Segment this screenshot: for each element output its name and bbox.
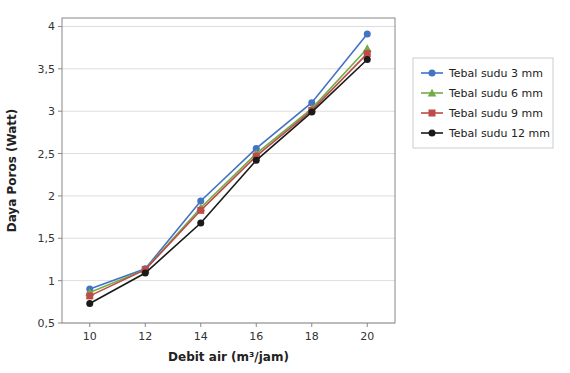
grid-line — [62, 195, 395, 196]
x-tick-label: 10 — [83, 330, 97, 343]
y-tick-label: 2 — [48, 190, 55, 203]
x-tick-label: 18 — [305, 330, 319, 343]
tick-mark — [58, 238, 62, 239]
y-axis-label: Daya Poros (Watt) — [5, 109, 19, 233]
legend-label: Tebal sudu 6 mm — [448, 87, 543, 100]
tick-mark — [58, 280, 62, 281]
series-line — [90, 60, 368, 304]
y-tick-label: 1,5 — [38, 232, 56, 245]
plot-area — [85, 31, 371, 307]
y-tick-label: 1 — [48, 275, 55, 288]
plot-frame — [62, 18, 395, 323]
x-tick-label: 14 — [194, 330, 208, 343]
grid-line — [62, 26, 395, 27]
data-point — [253, 157, 260, 164]
tick-mark — [145, 323, 146, 327]
tick-mark — [58, 111, 62, 112]
x-tick-label: 12 — [138, 330, 152, 343]
x-tick-label: 16 — [249, 330, 263, 343]
chart-container: 0,5 1 1,5 2 2,5 3 3,5 4 10 12 14 16 18 20 Debit air (m… — [0, 0, 570, 373]
legend-marker — [429, 110, 436, 117]
tick-mark — [256, 323, 257, 327]
legend-frame — [413, 58, 553, 148]
grid-line — [62, 68, 395, 69]
tick-mark — [311, 323, 312, 327]
chart-svg: 0,5 1 1,5 2 2,5 3 3,5 4 10 12 14 16 18 20 Debit air (m… — [0, 0, 570, 373]
tick-mark — [58, 153, 62, 154]
data-point — [364, 31, 371, 38]
tick-mark — [58, 26, 62, 27]
tick-mark — [89, 323, 90, 327]
y-tick-label: 3 — [48, 105, 55, 118]
series-line — [90, 54, 368, 296]
data-point — [142, 270, 149, 277]
data-point — [86, 292, 93, 299]
grid-line — [62, 153, 395, 154]
legend-marker — [429, 130, 436, 137]
legend: Tebal sudu 3 mm Tebal sudu 6 mm Tebal sudu… — [413, 58, 553, 148]
tick-mark — [58, 323, 62, 324]
y-tick-label: 4 — [48, 20, 55, 33]
data-point — [197, 207, 204, 214]
tick-mark — [58, 68, 62, 69]
legend-label: Tebal sudu 9 mm — [448, 107, 543, 120]
tick-mark — [367, 323, 368, 327]
legend-label: Tebal sudu 3 mm — [448, 67, 543, 80]
grid-line — [62, 111, 395, 112]
x-tick-label: 20 — [360, 330, 374, 343]
series-line — [90, 49, 368, 293]
data-point — [197, 220, 204, 227]
tick-mark — [200, 323, 201, 327]
x-axis-label: Debit air (m³/jam) — [168, 350, 289, 364]
data-point — [308, 109, 315, 116]
y-tick-label: 0,5 — [38, 317, 56, 330]
series-line — [90, 34, 368, 289]
y-tick-label: 3,5 — [38, 63, 56, 76]
legend-marker — [429, 70, 436, 77]
grid-line — [62, 238, 395, 239]
y-tick-label: 2,5 — [38, 148, 56, 161]
legend-label: Tebal sudu 12 mm — [448, 127, 550, 140]
data-point — [364, 56, 371, 63]
legend-marker — [428, 89, 437, 97]
tick-mark — [58, 195, 62, 196]
data-point — [86, 300, 93, 307]
